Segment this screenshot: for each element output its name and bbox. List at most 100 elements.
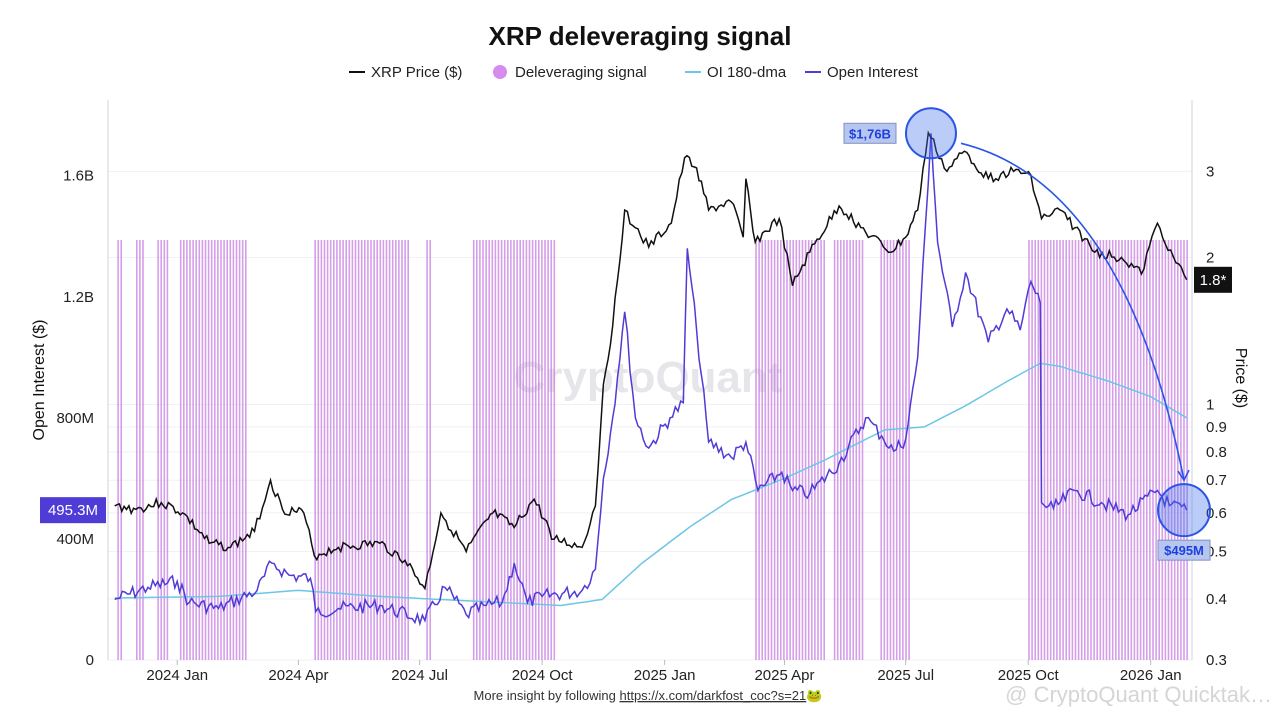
signal-bar	[379, 240, 382, 660]
x-tick-label: 2024 Jan	[146, 667, 208, 684]
signal-bar	[482, 240, 484, 660]
signal-bar	[395, 240, 397, 660]
signal-bar	[1170, 240, 1173, 660]
signal-bar	[528, 240, 531, 660]
peak-circle	[904, 107, 957, 160]
signal-bar	[776, 240, 779, 660]
signal-bar	[329, 240, 332, 660]
signal-bar	[814, 240, 816, 660]
signal-bar	[1127, 240, 1129, 660]
footer-link[interactable]: https://x.com/darkfost_coc?s=21	[619, 688, 806, 703]
signal-bar	[905, 240, 907, 660]
x-tick-label: 2026 Jan	[1120, 667, 1182, 684]
corner-watermark: @ CryptoQuant Quicktak…	[1005, 682, 1272, 707]
signal-bar	[811, 240, 813, 660]
signal-bar	[758, 240, 760, 660]
gridlines	[108, 170, 1192, 661]
signal-bar	[1080, 240, 1083, 660]
left-axis-ticks: 0 400M 800M 1.2B 1.6B	[56, 168, 94, 669]
signal-bar	[220, 240, 222, 660]
signal-bar	[373, 240, 375, 660]
signal-bar	[886, 240, 889, 660]
x-tick-label: 2025 Jul	[877, 667, 934, 684]
signal-bar	[1031, 240, 1033, 660]
x-tick-label: 2025 Apr	[754, 667, 814, 684]
signal-bar	[1034, 240, 1036, 660]
signal-bar	[1028, 240, 1030, 660]
signal-bar	[861, 240, 864, 660]
signal-bar	[479, 240, 481, 660]
signal-bar	[160, 240, 162, 660]
x-axis-ticks: 2024 Jan 2024 Apr 2024 Jul 2024 Oct 2025 Jan…	[146, 660, 1182, 684]
peak-label-box	[843, 122, 897, 144]
signal-bar	[401, 240, 403, 660]
signal-bar	[407, 240, 409, 660]
signal-bar	[179, 240, 182, 660]
trend-arrow	[960, 142, 1185, 481]
signal-bar	[836, 240, 839, 660]
signal-bar	[513, 240, 515, 660]
signal-bar	[817, 240, 819, 660]
signal-bar	[1093, 240, 1095, 660]
signal-bar	[773, 240, 776, 660]
signal-bar	[1068, 240, 1071, 660]
signal-bar	[339, 240, 341, 660]
signal-bar	[192, 240, 194, 660]
signal-bar	[139, 240, 141, 660]
signal-bar	[547, 240, 549, 660]
signal-bar	[761, 240, 763, 660]
signal-bar	[1084, 240, 1086, 660]
signal-bar	[1111, 240, 1114, 660]
signal-bar	[488, 240, 490, 660]
signal-bar	[1102, 240, 1105, 660]
signal-bar	[883, 240, 886, 660]
footer: More insight by following https://x.com/…	[474, 688, 823, 703]
signal-bar	[207, 240, 210, 660]
x-tick-label: 2025 Oct	[998, 667, 1060, 684]
signal-bar	[1161, 240, 1164, 660]
peak-label: $1,76B	[849, 126, 891, 141]
signal-bar	[795, 240, 798, 660]
signal-bar	[210, 240, 213, 660]
signal-bar	[503, 240, 506, 660]
signal-bar	[789, 240, 791, 660]
right-tick-label: 0.6	[1206, 505, 1227, 522]
frog-emoji: 🐸	[806, 688, 822, 703]
signal-bar	[214, 240, 216, 660]
signal-bar	[1105, 240, 1108, 660]
oi-badge-label: 495.3M	[48, 502, 98, 519]
x-tick-label: 2024 Apr	[268, 667, 328, 684]
signal-bar	[1133, 240, 1136, 660]
signal-bar	[364, 240, 366, 660]
signal-bar	[201, 240, 204, 660]
signal-bar	[833, 240, 836, 660]
signal-bar	[899, 240, 901, 660]
signal-bar	[880, 240, 882, 660]
chart-title: XRP deleveraging signal	[489, 21, 792, 51]
signal-bar	[544, 240, 546, 660]
signal-bar	[476, 240, 478, 660]
signal-bar	[550, 240, 552, 660]
signal-bar	[238, 240, 241, 660]
series-lines	[114, 130, 1188, 627]
signal-bar	[1158, 240, 1160, 660]
signal-bar	[531, 240, 534, 660]
signal-bar	[525, 240, 528, 660]
right-axis-title: Price ($)	[1232, 348, 1249, 408]
signal-bar	[1099, 240, 1102, 660]
signal-bar	[186, 240, 188, 660]
signal-bar	[1152, 240, 1154, 660]
signal-bar	[1043, 240, 1046, 660]
signal-bar	[120, 240, 122, 660]
trend-arrow-head	[1177, 469, 1190, 482]
signal-bar	[367, 240, 369, 660]
signal-bar	[1164, 240, 1167, 660]
signal-bar	[1087, 240, 1089, 660]
signal-bar	[345, 240, 347, 660]
signal-bar	[823, 240, 825, 660]
signal-bar	[491, 240, 494, 660]
signal-bar	[391, 240, 394, 660]
signal-bar	[351, 240, 354, 660]
open-interest-line	[114, 133, 1188, 627]
signal-bar	[1056, 240, 1058, 660]
